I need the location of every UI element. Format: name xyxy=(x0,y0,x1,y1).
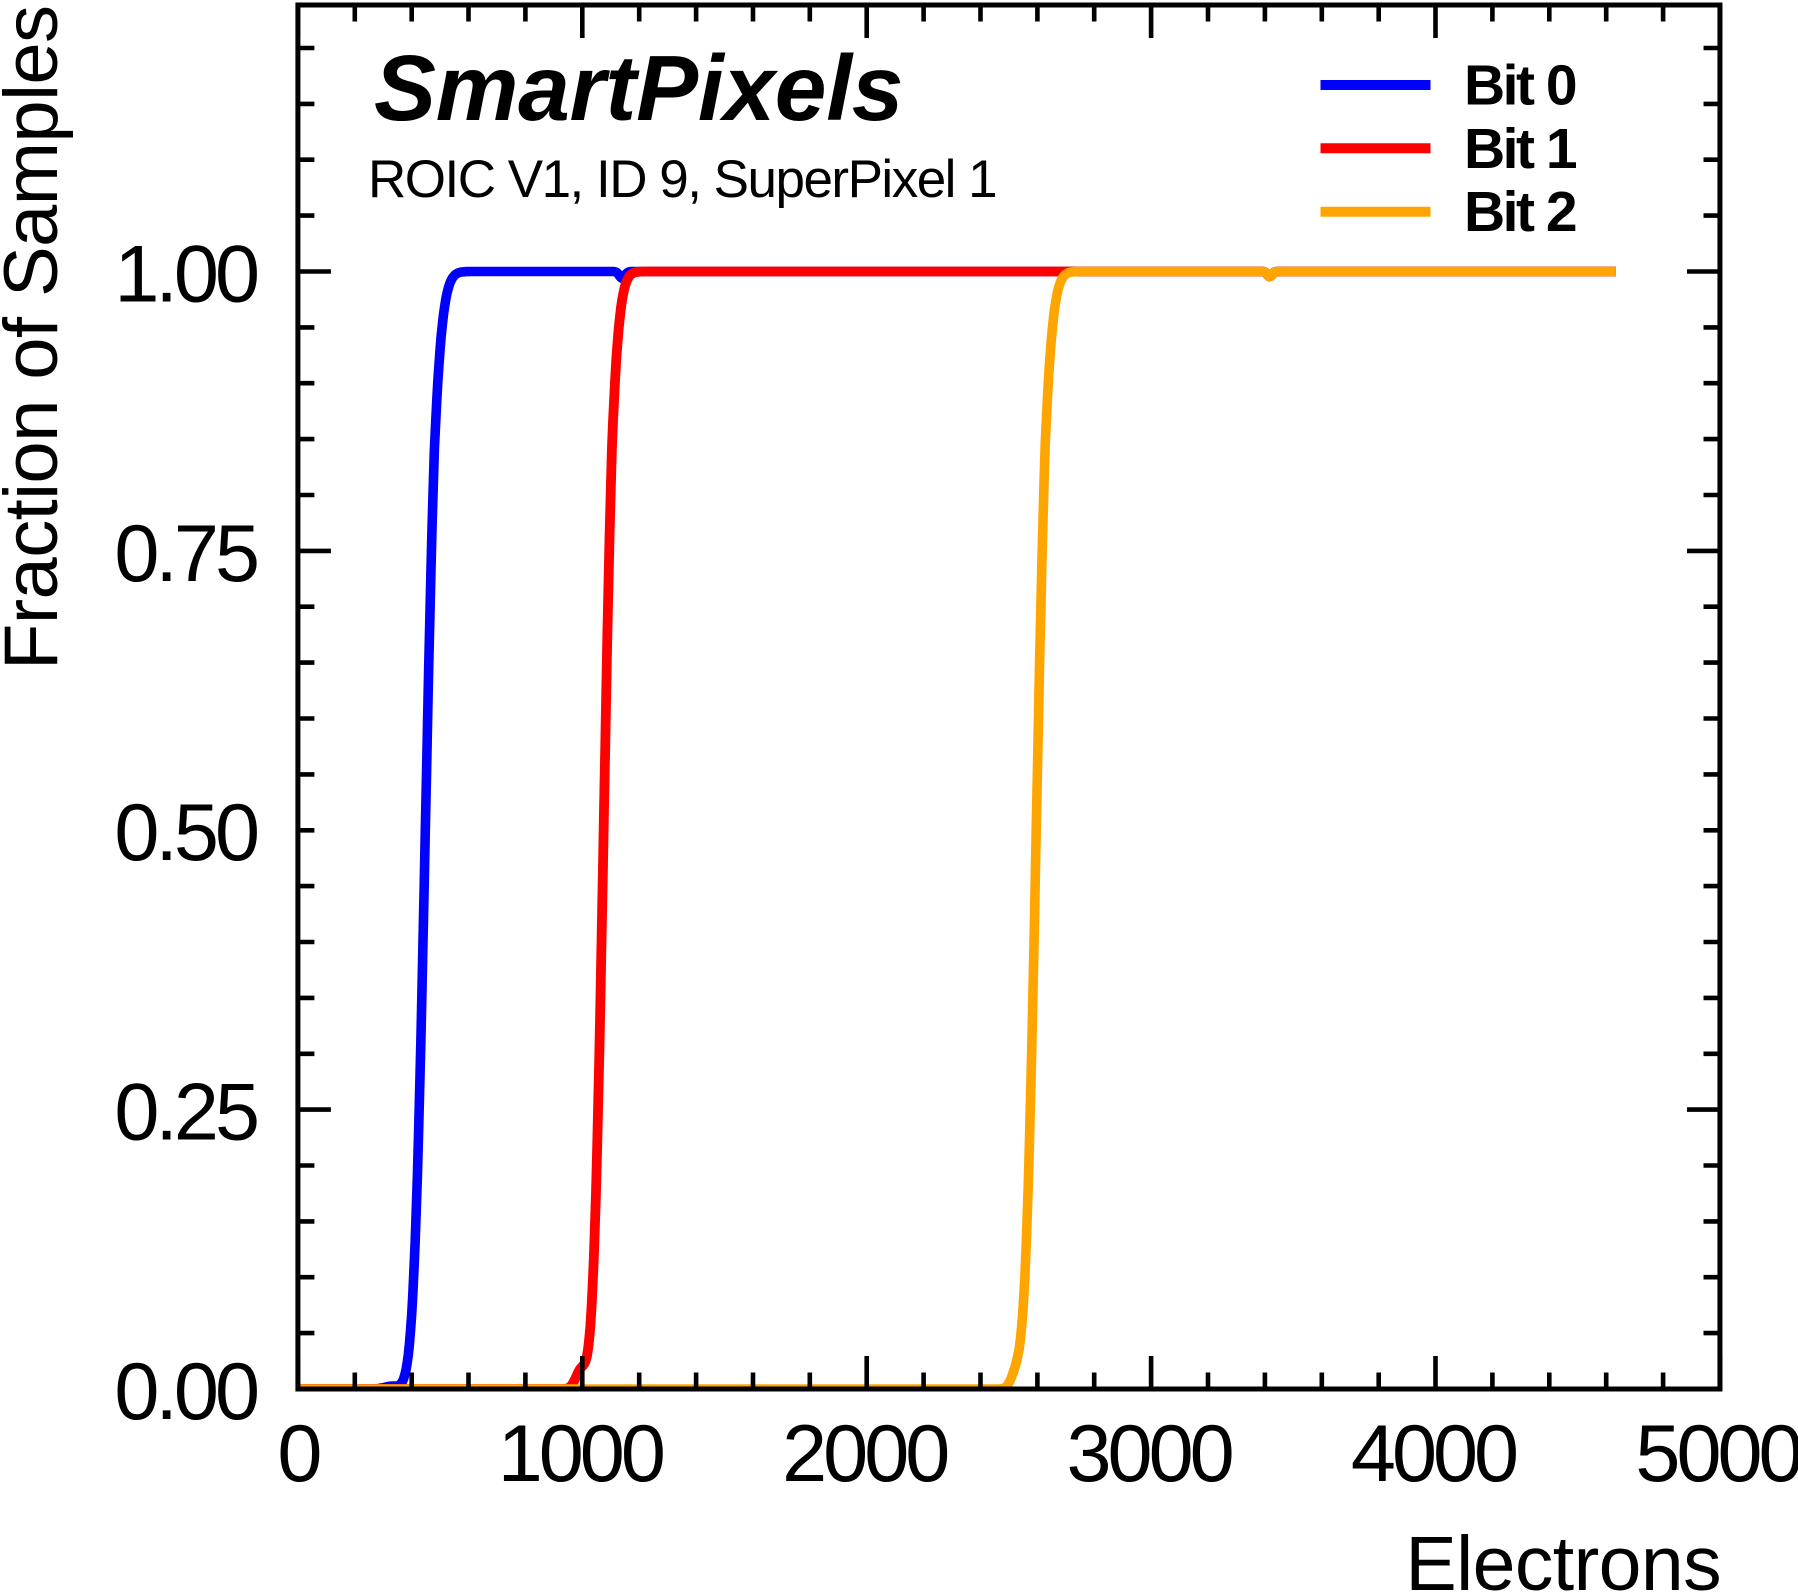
svg-text:4000: 4000 xyxy=(1351,1409,1516,1499)
svg-text:SmartPixels: SmartPixels xyxy=(374,36,903,140)
svg-text:Fraction of Samples: Fraction of Samples xyxy=(0,6,74,670)
svg-text:0.00: 0.00 xyxy=(114,1347,257,1437)
svg-text:Electrons: Electrons xyxy=(1405,1521,1721,1593)
svg-text:0.50: 0.50 xyxy=(114,788,257,878)
svg-text:0: 0 xyxy=(277,1409,319,1499)
svg-text:1.00: 1.00 xyxy=(114,230,257,320)
svg-text:5000: 5000 xyxy=(1635,1409,1798,1499)
svg-text:ROIC V1, ID 9, SuperPixel 1: ROIC V1, ID 9, SuperPixel 1 xyxy=(368,150,996,209)
svg-text:1000: 1000 xyxy=(498,1409,663,1499)
svg-text:Bit 1: Bit 1 xyxy=(1464,117,1577,181)
svg-text:0.75: 0.75 xyxy=(114,509,257,599)
svg-text:3000: 3000 xyxy=(1066,1409,1231,1499)
svg-text:2000: 2000 xyxy=(782,1409,947,1499)
svg-text:Bit 0: Bit 0 xyxy=(1464,54,1576,118)
svg-text:Bit 2: Bit 2 xyxy=(1464,180,1576,244)
svg-text:0.25: 0.25 xyxy=(114,1068,257,1158)
